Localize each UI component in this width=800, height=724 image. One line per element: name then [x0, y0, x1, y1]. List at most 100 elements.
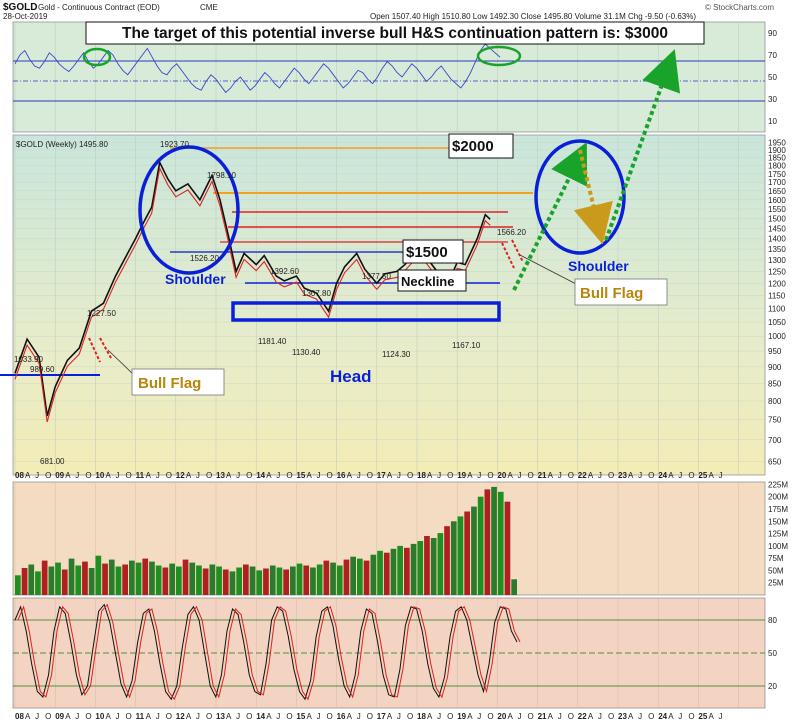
x-tick-label: J	[156, 471, 160, 480]
stoch-k-line	[14, 603, 518, 701]
rsi-circle-left	[82, 47, 112, 67]
x-tick-label: O	[688, 471, 694, 480]
price-tick-label: 1050	[768, 318, 786, 327]
price-tick-label: 1850	[768, 154, 786, 163]
volume-tick-label: 200M	[768, 493, 788, 502]
x-tick-label: J	[276, 471, 280, 480]
x-tick-label: 24	[658, 712, 667, 721]
volume-bar	[430, 538, 437, 595]
price-tick-label: 1500	[768, 215, 786, 224]
x-tick-label: J	[156, 712, 160, 721]
label-1167-10: 1167.10	[452, 341, 481, 350]
x-tick-label: O	[528, 471, 534, 480]
left-shoulder-label: Shoulder	[165, 271, 226, 287]
x-tick-label: 22	[578, 712, 587, 721]
x-tick-label: 12	[176, 712, 185, 721]
x-tick-label: 14	[256, 471, 265, 480]
volume-bar	[263, 568, 269, 595]
price-tick-label: 1700	[768, 178, 786, 187]
x-tick-label: O	[608, 471, 614, 480]
x-tick-label: 16	[337, 712, 346, 721]
x-tick-label: A	[548, 712, 554, 721]
volume-bar	[296, 563, 303, 595]
volume-bar	[222, 569, 229, 595]
price-tick-label: 1450	[768, 224, 786, 233]
x-tick-label: J	[437, 471, 441, 480]
bull-flag-right-marks	[501, 239, 579, 286]
volume-bar	[256, 570, 263, 595]
price-x-axis: 08 A J O 09 A J O 10 A J O 11 A J O 12 A J O 13 A J O 14 A J O 15 A J O…	[15, 471, 723, 480]
x-tick-label: A	[146, 712, 152, 721]
target-1500-label: $1500	[406, 244, 448, 261]
x-tick-label: A	[306, 471, 312, 480]
volume-tick-label: 150M	[768, 517, 788, 526]
x-tick-label: O	[45, 471, 51, 480]
x-tick-label: A	[668, 712, 674, 721]
price-tick-label: 900	[768, 363, 782, 372]
volume-bar	[444, 526, 450, 595]
volume-tick-label: 100M	[768, 542, 788, 551]
x-tick-label: A	[186, 712, 192, 721]
x-tick-label: A	[266, 712, 272, 721]
volume-bar	[88, 568, 95, 595]
x-tick-label: O	[688, 712, 694, 721]
volume-bar	[196, 565, 202, 595]
volume-bars	[15, 486, 517, 595]
volume-bar	[149, 561, 155, 595]
price-tick-label: 1650	[768, 187, 786, 196]
projection-arrow-down	[573, 149, 613, 245]
volume-bar	[276, 567, 283, 595]
volume-bar	[48, 566, 55, 595]
price-tick-label: 1300	[768, 256, 786, 265]
x-tick-label: A	[105, 712, 111, 721]
brand-label: © StockCharts.com	[705, 3, 774, 12]
x-tick-label: J	[317, 712, 321, 721]
volume-bar	[417, 541, 424, 595]
x-tick-label: J	[719, 471, 723, 480]
volume-bar	[68, 558, 75, 595]
volume-bar	[437, 533, 444, 595]
volume-bar	[343, 559, 350, 595]
price-tick-label: 1000	[768, 332, 786, 341]
x-tick-label: 23	[618, 712, 627, 721]
x-tick-label: J	[116, 712, 120, 721]
price-axis: 1950190018501800175017001650160015501500…	[768, 138, 786, 466]
x-tick-label: J	[558, 712, 562, 721]
x-tick-label: J	[236, 712, 240, 721]
x-tick-label: A	[708, 712, 714, 721]
price-tick-label: 1400	[768, 235, 786, 244]
x-tick-label: A	[628, 712, 634, 721]
price-tick-label: 650	[768, 457, 782, 466]
volume-bar	[61, 569, 68, 595]
x-tick-label: J	[357, 712, 361, 721]
price-tick-label: 1100	[768, 305, 786, 314]
x-tick-label: J	[276, 712, 280, 721]
price-tick-label: 1900	[768, 146, 786, 155]
volume-bar	[243, 564, 249, 595]
volume-bar	[95, 555, 102, 595]
x-tick-label: 14	[256, 712, 265, 721]
x-tick-label: O	[568, 471, 574, 480]
x-tick-label: O	[487, 712, 493, 721]
volume-bar	[236, 567, 242, 595]
x-tick-label: 13	[216, 471, 225, 480]
x-tick-label: O	[126, 471, 132, 480]
projection-arrow-up-1	[512, 142, 588, 291]
volume-bar	[129, 560, 135, 595]
x-tick-label: A	[507, 712, 513, 721]
volume-bar	[162, 567, 169, 595]
x-tick-label: J	[357, 471, 361, 480]
volume-bar	[303, 565, 310, 595]
x-tick-label: 12	[176, 471, 185, 480]
x-tick-label: O	[286, 471, 292, 480]
x-tick-label: J	[558, 471, 562, 480]
x-tick-label: 16	[337, 471, 346, 480]
x-tick-label: O	[85, 471, 91, 480]
x-tick-label: O	[327, 712, 333, 721]
price-tick-label: 1800	[768, 162, 786, 171]
x-tick-label: A	[387, 712, 393, 721]
volume-bar	[330, 562, 336, 595]
x-tick-label: O	[407, 712, 413, 721]
x-tick-label: A	[65, 471, 71, 480]
label-1181-40: 1181.40	[258, 337, 287, 346]
